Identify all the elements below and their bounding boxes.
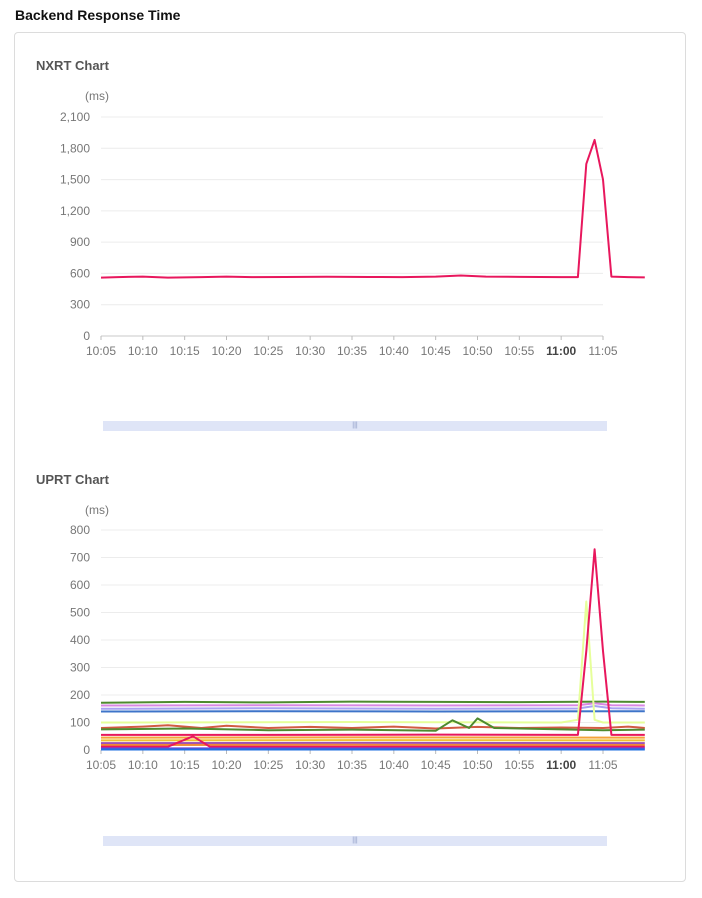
nxrt-range-scrollbar[interactable]: ||| [103,421,607,431]
x-tick-label: 10:20 [211,758,241,772]
x-tick-label: 10:10 [128,344,158,358]
y-tick-label: 100 [70,716,90,730]
uprt-range-scrollbar[interactable]: ||| [103,836,607,846]
series-line-4[interactable] [100,600,645,724]
series-line-6[interactable] [100,717,645,732]
x-tick-label: 10:15 [170,758,200,772]
x-tick-label: 10:55 [504,344,534,358]
y-tick-label: 400 [70,633,90,647]
x-tick-label: 10:05 [86,758,116,772]
x-tick-label: 10:55 [504,758,534,772]
y-tick-label: 2,100 [60,110,90,124]
series-line-2[interactable] [100,705,645,710]
nxrt-chart-title: NXRT Chart [36,58,109,73]
x-tick-label: 10:45 [421,344,451,358]
scroll-grip-icon[interactable]: ||| [352,422,358,429]
scroll-grip-icon[interactable]: ||| [352,837,358,844]
y-tick-label: 1,200 [60,204,90,218]
y-tick-label: 200 [70,688,90,702]
x-tick-label: 11:05 [588,758,617,772]
y-unit-label: (ms) [85,503,109,517]
y-tick-label: 600 [70,578,90,592]
x-tick-label: 10:25 [253,758,283,772]
x-tick-label: 10:40 [379,344,409,358]
y-tick-label: 800 [70,523,90,537]
x-tick-label: 10:30 [295,344,325,358]
x-tick-label: 10:20 [211,344,241,358]
uprt-chart-title: UPRT Chart [36,472,109,487]
series-line-0[interactable] [100,138,645,279]
x-tick-label: 10:40 [379,758,409,772]
x-tick-label: 10:35 [337,344,367,358]
x-tick-label: 10:50 [462,758,492,772]
y-tick-label: 1,500 [60,173,90,187]
y-tick-label: 300 [70,298,90,312]
series-line-12[interactable] [101,735,645,748]
y-tick-label: 300 [70,661,90,675]
series-line-5[interactable] [100,724,645,730]
series-line-1[interactable] [100,702,645,707]
y-tick-label: 0 [83,329,90,343]
y-tick-label: 700 [70,551,90,565]
x-tick-label: 10:45 [421,758,451,772]
x-tick-label: 10:30 [295,758,325,772]
x-tick-label: 11:00 [546,344,576,358]
x-tick-label: 11:00 [546,758,576,772]
y-tick-label: 1,800 [60,141,90,155]
series-line-0[interactable] [100,700,645,704]
x-tick-label: 10:25 [253,344,283,358]
x-tick-label: 10:15 [170,344,200,358]
y-tick-label: 600 [70,266,90,280]
series-line-7[interactable] [101,548,645,736]
x-tick-label: 11:05 [588,344,617,358]
x-tick-label: 10:05 [86,344,116,358]
page-title: Backend Response Time [15,7,181,23]
y-tick-label: 900 [70,235,90,249]
x-tick-label: 10:50 [462,344,492,358]
y-tick-label: 500 [70,606,90,620]
x-tick-label: 10:10 [128,758,158,772]
y-unit-label: (ms) [85,89,109,103]
x-tick-label: 10:35 [337,758,367,772]
y-tick-label: 0 [83,743,90,757]
